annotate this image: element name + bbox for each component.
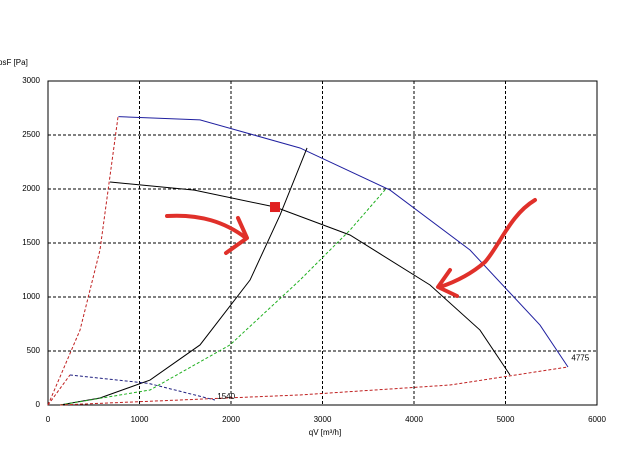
y-tick-label: 3000 (22, 76, 40, 85)
operating-point (270, 202, 281, 213)
curve (59, 147, 308, 406)
x-tick-label: 0 (46, 415, 51, 424)
hand-arrows (165, 198, 537, 298)
y-tick-label: 0 (36, 400, 41, 409)
plot-frame (47, 80, 598, 406)
x-tick-label: 1000 (131, 415, 149, 424)
x-tick-label: 6000 (588, 415, 606, 424)
x-tick-label: 2000 (222, 415, 240, 424)
y-tick-label: 2500 (22, 130, 40, 139)
x-tick-label: 5000 (497, 415, 515, 424)
x-axis-label: qV [m³/h] (309, 428, 341, 437)
curve (59, 189, 386, 406)
arrow-left-head (224, 216, 249, 255)
y-tick-label: 2000 (22, 184, 40, 193)
curve (109, 181, 511, 376)
x-tick-label: 4000 (405, 415, 423, 424)
curve (69, 374, 216, 401)
y-tick-label: 1000 (22, 292, 40, 301)
annotation: 1540 (217, 392, 235, 401)
arrow-right-head (436, 268, 459, 298)
y-axis-label: psF [Pa] (0, 58, 28, 67)
arrow-left (165, 213, 248, 240)
x-tick-label: 3000 (314, 415, 332, 424)
y-tick-label: 1500 (22, 238, 40, 247)
y-tick-label: 500 (27, 346, 41, 355)
arrow-right (438, 198, 537, 289)
curve (47, 116, 119, 406)
curve (118, 116, 569, 368)
curve (59, 366, 569, 406)
curve (47, 374, 71, 406)
annotation: 4775 (571, 354, 589, 363)
